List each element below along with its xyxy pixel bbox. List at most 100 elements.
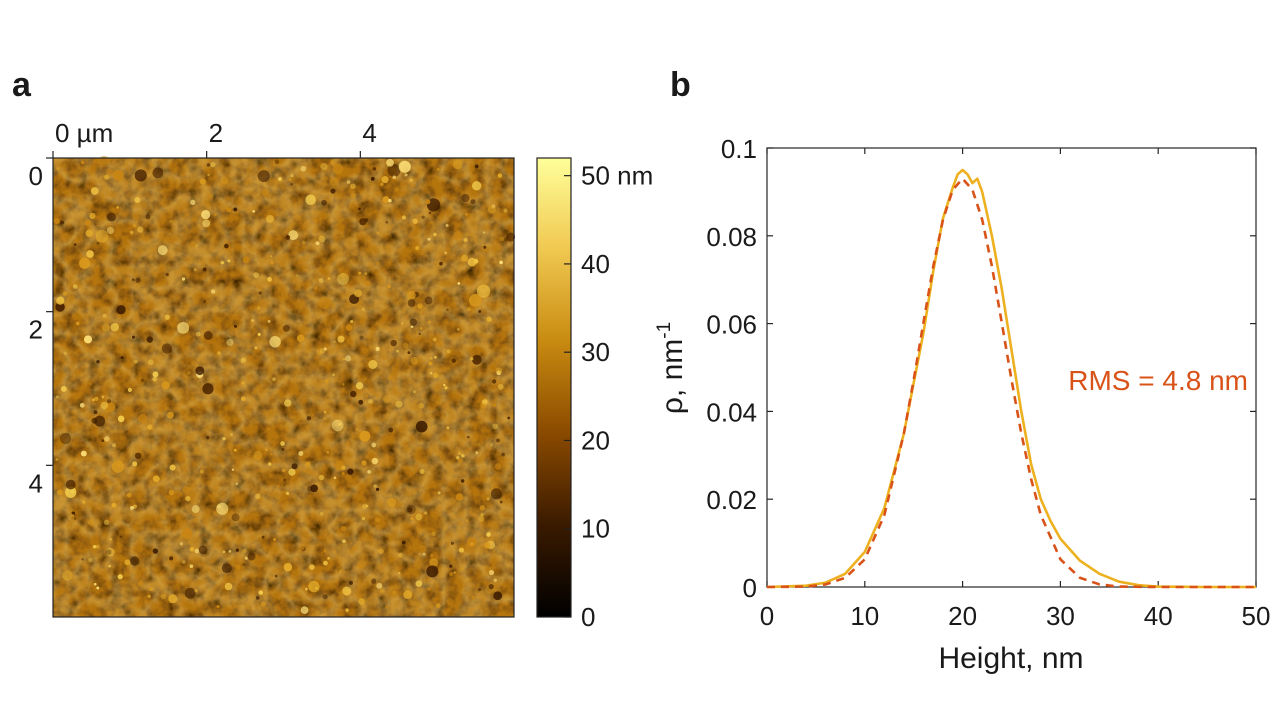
afm-grain bbox=[323, 549, 327, 552]
afm-grain bbox=[224, 582, 233, 591]
afm-grain bbox=[410, 325, 414, 328]
afm-grain bbox=[94, 415, 106, 427]
afm-grain bbox=[146, 336, 154, 343]
afm-grain bbox=[318, 296, 332, 310]
afm-grain bbox=[427, 320, 431, 324]
afm-grain bbox=[135, 277, 141, 283]
afm-grain bbox=[446, 426, 450, 429]
afm-grain bbox=[152, 371, 159, 378]
colorbar: 0 10 20 30 40 50 nm bbox=[536, 157, 653, 632]
y-tick-label: 0.08 bbox=[706, 222, 757, 252]
afm-y-axis: 0 2 4 bbox=[29, 157, 53, 498]
afm-grain bbox=[117, 574, 123, 580]
afm-grain bbox=[145, 214, 151, 220]
afm-grain bbox=[492, 423, 499, 430]
afm-grain bbox=[60, 385, 67, 392]
afm-grain bbox=[485, 550, 489, 553]
afm-grain bbox=[480, 402, 487, 409]
afm-grain bbox=[345, 608, 349, 612]
afm-grain bbox=[364, 272, 368, 276]
afm-grain bbox=[358, 271, 362, 275]
afm-grain bbox=[432, 337, 437, 342]
afm-grain bbox=[108, 564, 111, 568]
afm-grain bbox=[429, 371, 433, 375]
afm-grain bbox=[227, 259, 231, 263]
afm-grain bbox=[359, 335, 364, 340]
afm-grain bbox=[106, 547, 115, 557]
afm-grain bbox=[160, 594, 166, 600]
afm-grain bbox=[401, 540, 406, 545]
x-tick-label: 0 bbox=[760, 601, 774, 631]
afm-grain bbox=[113, 169, 124, 181]
afm-grain bbox=[449, 571, 454, 576]
afm-grain bbox=[267, 319, 271, 323]
afm-grain bbox=[283, 478, 287, 482]
afm-grain bbox=[87, 519, 95, 526]
plot-frame bbox=[766, 147, 1257, 588]
afm-grain bbox=[499, 236, 505, 242]
afm-grain bbox=[258, 590, 264, 595]
afm-grain bbox=[152, 376, 157, 382]
afm-grain bbox=[111, 460, 125, 473]
afm-grain bbox=[56, 296, 65, 305]
afm-grain bbox=[484, 542, 491, 549]
afm-grain bbox=[201, 210, 211, 220]
afm-grain bbox=[457, 457, 464, 464]
afm-grain bbox=[199, 469, 204, 474]
afm-grain bbox=[430, 553, 434, 558]
afm-grain bbox=[299, 544, 305, 551]
afm-grain bbox=[449, 564, 453, 568]
afm-grain bbox=[181, 560, 186, 564]
afm-grain bbox=[296, 274, 299, 277]
afm-grain bbox=[323, 417, 327, 421]
afm-grain bbox=[437, 167, 440, 171]
afm-grain bbox=[258, 291, 262, 295]
afm-grain bbox=[73, 243, 77, 247]
afm-grain bbox=[169, 219, 172, 223]
afm-grain bbox=[410, 356, 419, 365]
afm-grain bbox=[318, 235, 326, 243]
afm-grain bbox=[503, 208, 508, 213]
afm-grain bbox=[235, 548, 240, 552]
afm-grain bbox=[419, 469, 425, 475]
afm-grain bbox=[342, 357, 346, 361]
afm-grain bbox=[127, 387, 133, 392]
afm-grain bbox=[124, 559, 131, 566]
afm-grain bbox=[96, 586, 100, 590]
afm-grain bbox=[309, 564, 315, 570]
afm-grain bbox=[353, 289, 362, 298]
panel-label-b: b bbox=[670, 66, 691, 104]
afm-grain bbox=[337, 272, 349, 285]
afm-grain bbox=[457, 282, 461, 285]
x-tick-label: 50 bbox=[1242, 601, 1271, 631]
afm-grain bbox=[220, 260, 225, 265]
afm-grain bbox=[456, 328, 460, 331]
afm-grain bbox=[415, 246, 420, 251]
afm-grain bbox=[130, 505, 134, 510]
afm-grain bbox=[101, 439, 105, 443]
afm-grain bbox=[496, 438, 500, 443]
afm-grain bbox=[276, 484, 280, 488]
afm-grain bbox=[96, 360, 100, 364]
afm-grain bbox=[268, 462, 272, 466]
afm-grain bbox=[83, 335, 93, 344]
afm-grain bbox=[371, 578, 377, 584]
afm-grain bbox=[375, 346, 380, 351]
afm-grain bbox=[147, 359, 154, 366]
afm-grain bbox=[120, 356, 124, 360]
afm-grain bbox=[270, 452, 273, 456]
afm-grain bbox=[288, 230, 299, 241]
afm-grain bbox=[427, 237, 431, 241]
y-axis-title-main: ρ, nm bbox=[656, 339, 689, 414]
y-axis-title-sup: -1 bbox=[654, 322, 675, 339]
afm-grain bbox=[168, 594, 178, 604]
afm-grain bbox=[236, 564, 241, 570]
afm-grain bbox=[132, 278, 135, 281]
afm-grain bbox=[133, 224, 136, 228]
afm-grain bbox=[280, 441, 285, 446]
afm-grain bbox=[59, 432, 72, 445]
afm-grain bbox=[184, 587, 196, 599]
afm-grain bbox=[396, 349, 400, 353]
afm-grain bbox=[341, 471, 345, 475]
afm-grain bbox=[226, 207, 232, 213]
